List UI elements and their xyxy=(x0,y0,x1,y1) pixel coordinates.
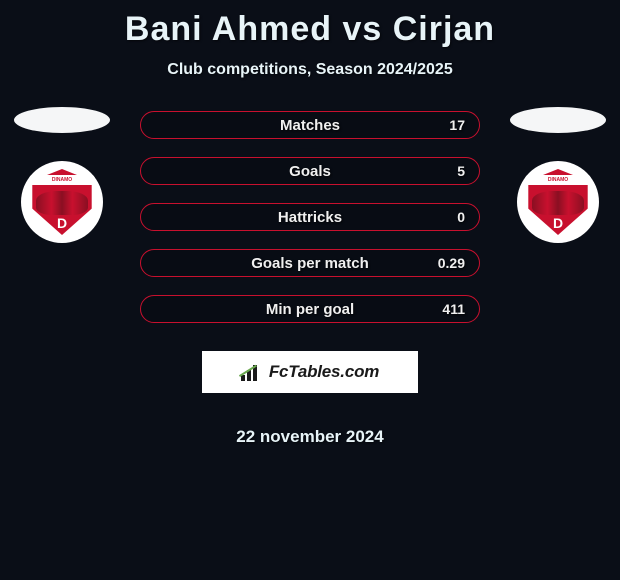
page-title: Bani Ahmed vs Cirjan xyxy=(125,10,495,49)
stat-label: Goals per match xyxy=(141,255,479,272)
stat-right-value: 0.29 xyxy=(438,255,465,271)
dinamo-crest-icon: DINAMO D xyxy=(29,169,95,235)
content-row: DINAMO D Matches 17 Goals 5 Hattricks 0 xyxy=(0,107,620,447)
stat-row-goals-per-match: Goals per match 0.29 xyxy=(140,249,480,277)
stat-row-hattricks: Hattricks 0 xyxy=(140,203,480,231)
left-player-photo-placeholder xyxy=(14,107,110,133)
stat-label: Min per goal xyxy=(141,301,479,318)
left-club-logo: DINAMO D xyxy=(21,161,103,243)
stat-label: Goals xyxy=(141,163,479,180)
dinamo-crest-icon: DINAMO D xyxy=(525,169,591,235)
stat-label: Matches xyxy=(141,117,479,134)
stat-label: Hattricks xyxy=(141,209,479,226)
right-club-logo: DINAMO D xyxy=(517,161,599,243)
right-player-photo-placeholder xyxy=(510,107,606,133)
stat-right-value: 5 xyxy=(457,163,465,179)
stat-right-value: 0 xyxy=(457,209,465,225)
right-player-column: DINAMO D xyxy=(508,107,608,243)
stat-row-min-per-goal: Min per goal 411 xyxy=(140,295,480,323)
brand-badge[interactable]: FcTables.com xyxy=(202,351,418,393)
stat-right-value: 17 xyxy=(449,117,465,133)
comparison-widget: Bani Ahmed vs Cirjan Club competitions, … xyxy=(0,0,620,447)
stat-row-goals: Goals 5 xyxy=(140,157,480,185)
stat-right-value: 411 xyxy=(442,301,465,317)
brand-text: FcTables.com xyxy=(269,362,379,382)
stat-row-matches: Matches 17 xyxy=(140,111,480,139)
left-player-column: DINAMO D xyxy=(12,107,112,243)
chart-icon xyxy=(241,363,263,381)
page-subtitle: Club competitions, Season 2024/2025 xyxy=(167,61,452,79)
date-text: 22 november 2024 xyxy=(236,427,383,447)
stats-column: Matches 17 Goals 5 Hattricks 0 Goals per… xyxy=(112,111,508,447)
